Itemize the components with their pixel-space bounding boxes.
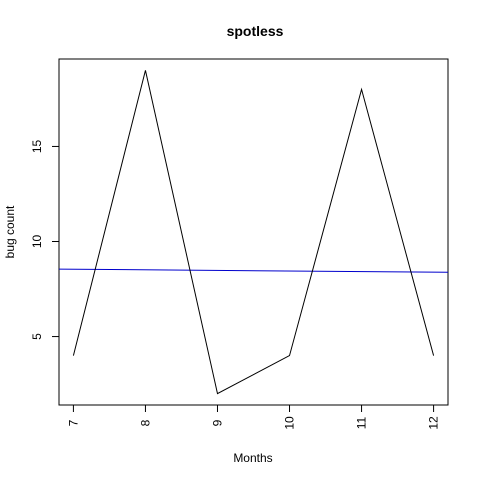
plot-area: [58, 58, 449, 406]
y-axis-label: bug count: [3, 205, 17, 258]
x-tick-label: 8: [138, 419, 152, 426]
x-tick-label: 11: [355, 416, 369, 429]
x-tick-label: 7: [66, 419, 80, 426]
y-tick-label: 5: [30, 333, 44, 340]
y-tick-label: 15: [30, 139, 44, 153]
y-axis: 5 10 15: [30, 139, 60, 340]
x-tick-label: 10: [283, 416, 297, 430]
series-group: [72, 70, 435, 395]
trend-line: [58, 268, 449, 273]
x-axis: 7 8 9 10 11 12: [66, 404, 441, 430]
chart-title: spotless: [227, 23, 284, 39]
x-tick-label: 9: [210, 419, 224, 426]
y-tick-label: 10: [30, 235, 44, 249]
series-line: [72, 70, 435, 395]
x-axis-label: Months: [233, 451, 272, 465]
x-tick-label: 12: [427, 416, 441, 430]
